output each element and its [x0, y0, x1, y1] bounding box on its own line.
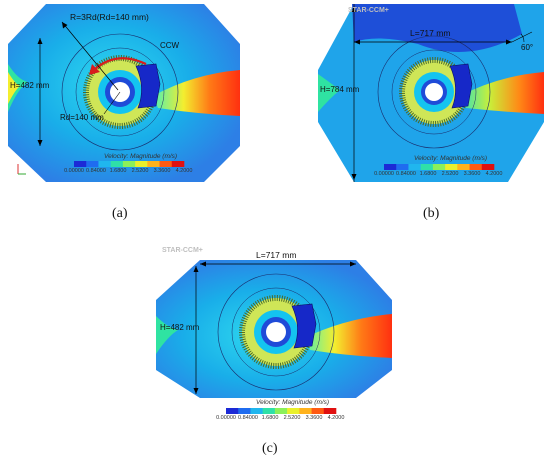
- colorbar-tick-label: 0.00000: [64, 168, 84, 174]
- colorbar-tick-label: 4.2000: [176, 168, 193, 174]
- radius-outer-label: R=3Rd(Rd=140 mm): [70, 12, 149, 22]
- colorbar-segment: [432, 164, 446, 170]
- colorbar-segment: [110, 161, 124, 167]
- panel-c-figure: L=717 mm H=482 mm Velocity: Magnitude (m…: [156, 247, 392, 421]
- colorbar-segment: [457, 164, 470, 170]
- panel-a: R=3Rd(Rd=140 mm) CCW H=482 mm Rd=140 mm …: [8, 4, 240, 192]
- colorbar-tick-label: 1.6800: [420, 171, 437, 177]
- colorbar-tick-label: 0.00000: [374, 171, 394, 177]
- svg-text:Velocity: Magnitude (m/s): Velocity: Magnitude (m/s): [256, 399, 329, 406]
- rotating-domain-circle: [61, 33, 179, 151]
- colorbar-segment: [481, 164, 495, 170]
- colorbar: Velocity: Magnitude (m/s) 0.00000 0.84000…: [64, 153, 192, 174]
- colorbar-segment: [408, 164, 421, 170]
- svg-text:Velocity: Magnitude (m/s): Velocity: Magnitude (m/s): [104, 153, 177, 160]
- panel-b: L=717 mm 60° H=784 mm Velocity: Magnitud…: [318, 4, 544, 192]
- inlet-jet: [8, 64, 28, 112]
- colorbar-tick-label: 0.00000: [216, 415, 236, 421]
- colorbar-tick-label: 0.84000: [396, 171, 416, 177]
- colorbar-tick-label: 0.84000: [238, 415, 258, 421]
- height-label: H=784 mm: [320, 85, 360, 94]
- colorbar-segment: [86, 161, 99, 167]
- wake-jet: [153, 70, 240, 116]
- colorbar-segment: [98, 161, 111, 167]
- colorbar-segment: [274, 408, 288, 414]
- height-label: H=482 mm: [10, 81, 50, 90]
- colorbar-segment: [238, 408, 251, 414]
- radius-outer-line: [61, 21, 119, 91]
- panel-b-figure: L=717 mm 60° H=784 mm Velocity: Magnitud…: [318, 4, 544, 182]
- colorbar-segment: [311, 408, 325, 414]
- colorbar-tick-label: 3.3600: [154, 168, 171, 174]
- guide-vane: [135, 63, 161, 109]
- panel-c: L=717 mm H=482 mm Velocity: Magnitude (m…: [156, 242, 392, 432]
- colorbar-tick-label: 1.6800: [110, 168, 127, 174]
- radius-rotor-label: Rd=140 mm: [60, 113, 104, 122]
- colorbar-segment: [396, 164, 409, 170]
- guide-vane: [291, 303, 317, 349]
- colorbar-segment: [262, 408, 276, 414]
- colorbar-tick-label: 2.5200: [284, 415, 301, 421]
- colorbar-segment: [171, 161, 185, 167]
- colorbar-segment: [323, 408, 337, 414]
- caption-a: (a): [112, 206, 128, 221]
- colorbar-segment: [135, 161, 148, 167]
- colorbar-segment: [147, 161, 160, 167]
- colorbar-segment: [299, 408, 312, 414]
- angle-label: 60°: [521, 43, 533, 52]
- ccw-arrow: [93, 57, 147, 71]
- colorbar-tick-label: 4.2000: [328, 415, 345, 421]
- rotor-hub: [266, 322, 286, 342]
- colorbar-segment: [445, 164, 458, 170]
- colorbar-segment: [384, 164, 397, 170]
- rotor-hub: [425, 83, 443, 101]
- caption-b: (b): [423, 206, 440, 221]
- axis-triad-icon: [17, 164, 26, 175]
- guide-vane: [449, 63, 473, 109]
- rotation-label: CCW: [160, 41, 180, 50]
- colorbar-segment: [74, 161, 87, 167]
- colorbar: Velocity: Magnitude (m/s) 0.00000 0.84000…: [374, 155, 502, 177]
- length-label: L=717 mm: [410, 28, 450, 38]
- colorbar-segment: [420, 164, 434, 170]
- colorbar-tick-label: 3.3600: [464, 171, 481, 177]
- colorbar: Velocity: Magnitude (m/s) 0.00000 0.84000…: [216, 399, 344, 421]
- length-label: L=717 mm: [256, 250, 296, 260]
- colorbar-segment: [250, 408, 263, 414]
- panel-a-figure: R=3Rd(Rd=140 mm) CCW H=482 mm Rd=140 mm …: [8, 4, 240, 182]
- colorbar-tick-label: 3.3600: [306, 415, 323, 421]
- colorbar-segment: [122, 161, 136, 167]
- colorbar-segment: [469, 164, 483, 170]
- colorbar-tick-label: 4.2000: [486, 171, 503, 177]
- software-logo: STAR-CCM+: [162, 247, 203, 254]
- colorbar-segment: [287, 408, 300, 414]
- colorbar-segment: [159, 161, 173, 167]
- colorbar-tick-label: 2.5200: [442, 171, 459, 177]
- colorbar-tick-label: 0.84000: [86, 168, 106, 174]
- colorbar-tick-label: 1.6800: [262, 415, 279, 421]
- svg-text:Velocity: Magnitude (m/s): Velocity: Magnitude (m/s): [414, 155, 487, 162]
- software-logo: STAR-CCM+: [348, 7, 389, 14]
- height-label: H=482 mm: [160, 323, 200, 332]
- colorbar-segment: [226, 408, 239, 414]
- colorbar-tick-label: 2.5200: [132, 168, 149, 174]
- caption-c: (c): [262, 441, 278, 456]
